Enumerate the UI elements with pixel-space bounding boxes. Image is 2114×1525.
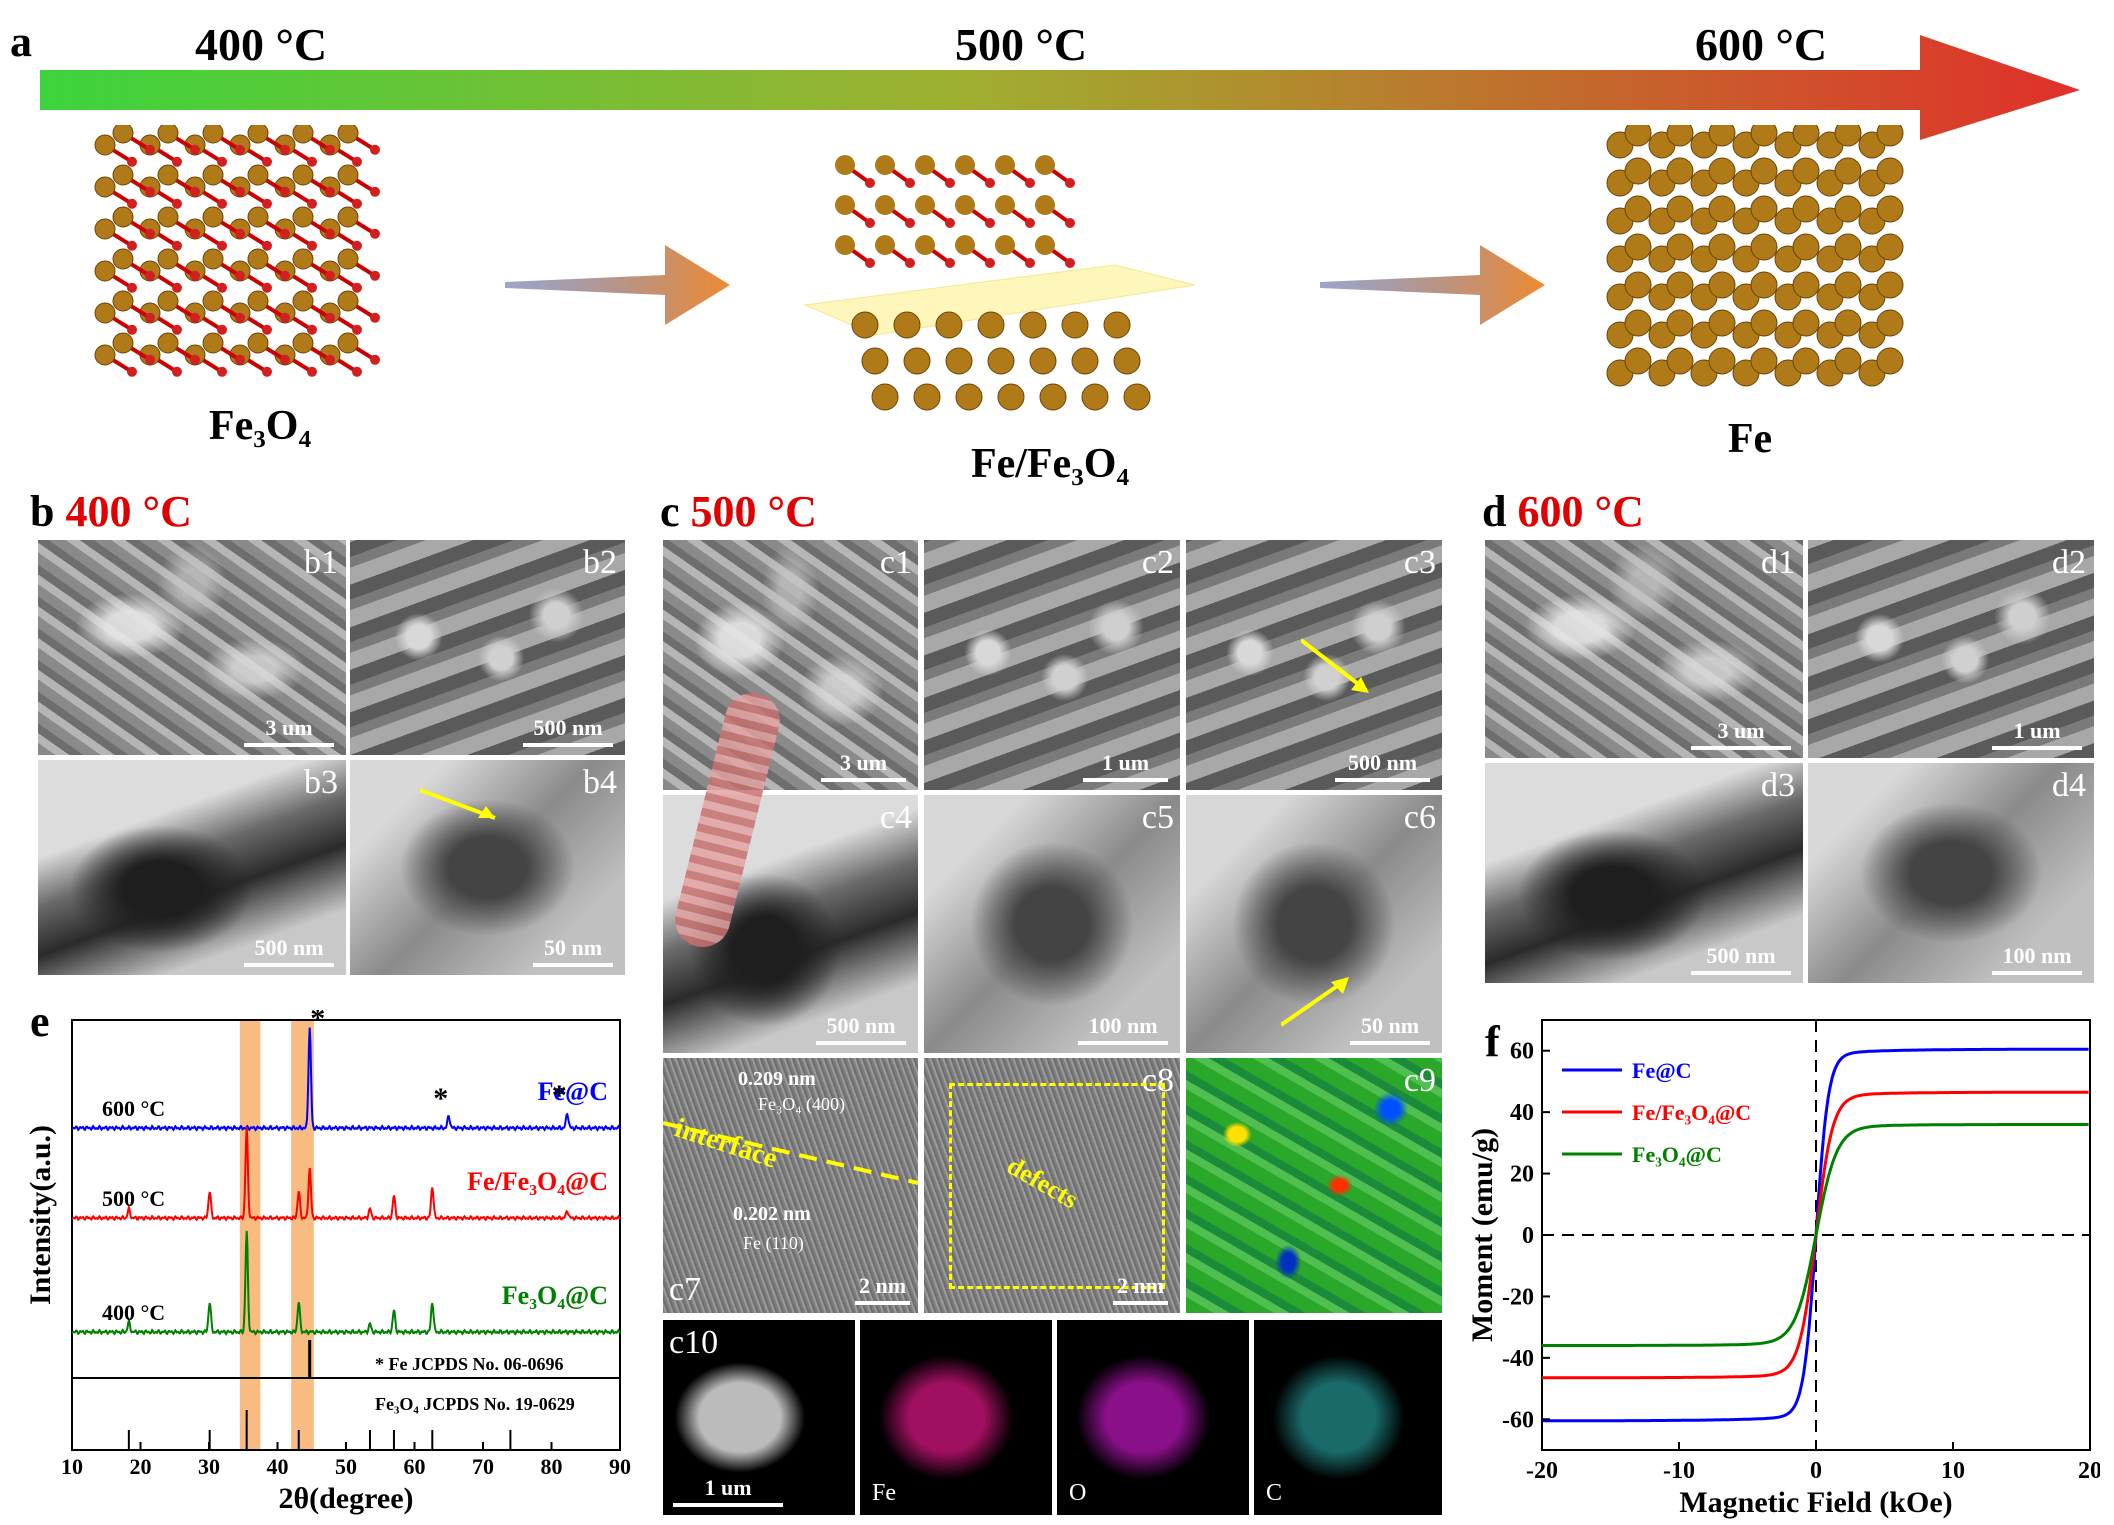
image-d2: d2 1 um xyxy=(1808,540,2094,758)
panel-d-temp: 600 °C xyxy=(1517,487,1644,536)
structure-label-fe3o4: Fe₃O₄ xyxy=(208,403,312,449)
y-axis-label: Moment (emu/g) xyxy=(1466,1128,1499,1342)
y-tick-label: 60 xyxy=(1510,1039,1534,1065)
x-tick-label: -10 xyxy=(1663,1458,1695,1484)
legend-label: Fe/Fe₃O₄@C xyxy=(1632,1100,1751,1125)
image-c7: c7 2 nm 0.209 nm Fe₃O₄ (400) interface 0… xyxy=(663,1058,918,1313)
image-d4: d4 100 nm xyxy=(1808,763,2094,983)
x-tick-label: 10 xyxy=(1941,1458,1965,1484)
map-c: C xyxy=(1254,1320,1442,1515)
y-tick-label: -40 xyxy=(1502,1346,1534,1372)
image-c9: c9 xyxy=(1186,1058,1442,1313)
panel-f-letter: f xyxy=(1485,1017,1500,1066)
image-c8: c8 defects 2 nm xyxy=(924,1058,1180,1313)
y-tick-label: 40 xyxy=(1510,1100,1534,1126)
image-b4: b4 50 nm xyxy=(350,760,625,975)
structure-label-fe: Fe xyxy=(1727,416,1773,462)
image-c3: c3 500 nm xyxy=(1186,540,1442,790)
image-b3: b3 500 nm xyxy=(38,760,346,975)
fe-peak-marker: * xyxy=(552,1079,567,1112)
x-tick-label: 60 xyxy=(404,1454,426,1479)
temp-label: 400 °C xyxy=(102,1300,165,1325)
x-tick-label: 20 xyxy=(2078,1458,2100,1484)
y-tick-label: -20 xyxy=(1502,1284,1534,1310)
panel-b-temp: 400 °C xyxy=(65,487,192,536)
fe-peak-marker: * xyxy=(310,1010,325,1035)
y-tick-label: 20 xyxy=(1510,1162,1534,1188)
map-o: O xyxy=(1057,1320,1249,1515)
temp-label: 500 °C xyxy=(102,1186,165,1211)
x-tick-label: 90 xyxy=(609,1454,631,1479)
x-tick-label: 0 xyxy=(1810,1458,1822,1484)
x-tick-label: 10 xyxy=(61,1454,83,1479)
temp-label-400: 400 °C xyxy=(195,19,328,70)
y-tick-label: -60 xyxy=(1502,1407,1534,1433)
series-label: Fe@C xyxy=(538,1077,608,1106)
image-b1: b1 3 um xyxy=(38,540,346,755)
image-b2: b2 500 nm xyxy=(350,540,625,755)
chart-f-magnetization: Fe@C Fe/Fe₃O₄@C Fe₃O₄@C -20 -10 0 10 20 -60 -40 -2… xyxy=(1466,1019,2100,1519)
transition-arrow-2 xyxy=(1320,245,1545,325)
xrd-line-2 xyxy=(71,1230,621,1336)
series-label: Fe₃O₄@C xyxy=(502,1281,608,1310)
series-label: Fe/Fe₃O₄@C xyxy=(467,1167,608,1196)
x-tick-label: 40 xyxy=(267,1454,289,1479)
x-tick-label: 50 xyxy=(335,1454,357,1479)
fe-crystal-structure xyxy=(1606,125,1904,387)
image-d3: d3 500 nm xyxy=(1485,763,1803,983)
temp-label-600: 600 °C xyxy=(1695,19,1828,70)
x-tick-label: 20 xyxy=(130,1454,152,1479)
x-axis-label: 2θ(degree) xyxy=(278,1482,413,1515)
x-tick-label: 80 xyxy=(541,1454,563,1479)
temp-label-500: 500 °C xyxy=(955,19,1088,70)
highlight-band xyxy=(239,1020,261,1450)
panel-d-letter: d 600 °C xyxy=(1482,487,1644,536)
legend-label: Fe₃O₄@C xyxy=(1632,1142,1722,1167)
map-fe: Fe xyxy=(860,1320,1052,1515)
temp-label: 600 °C xyxy=(102,1096,165,1121)
image-c1: c1 3 um xyxy=(663,540,918,790)
fe3o4-crystal-structure xyxy=(94,125,380,377)
transition-arrow-1 xyxy=(505,245,730,325)
mh-curve-2 xyxy=(1542,1123,2089,1347)
image-d1: d1 3 um xyxy=(1485,540,1803,758)
temperature-gradient-arrow xyxy=(40,35,2080,140)
legend-label: Fe@C xyxy=(1632,1058,1692,1083)
x-tick-label: -20 xyxy=(1526,1458,1558,1484)
image-c10-sem: c10 1 um xyxy=(663,1320,855,1515)
x-axis-label: Magnetic Field (kOe) xyxy=(1679,1486,1952,1519)
image-c5: c5 100 nm xyxy=(924,795,1180,1053)
y-tick-label: 0 xyxy=(1522,1223,1534,1249)
xrd-line-1 xyxy=(71,1126,621,1222)
panel-c-temp: 500 °C xyxy=(690,487,817,536)
x-tick-label: 70 xyxy=(472,1454,494,1479)
xrd-line-0 xyxy=(71,1027,621,1132)
ref-label-fe: * Fe JCPDS No. 06-0696 xyxy=(375,1354,563,1374)
fe-fe3o4-interface-structure xyxy=(803,155,1196,411)
fe-peak-marker: * xyxy=(433,1082,448,1115)
image-c6: c6 50 nm xyxy=(1186,795,1442,1053)
x-tick-label: 30 xyxy=(198,1454,220,1479)
image-c2: c2 1 um xyxy=(924,540,1180,790)
chart-e-xrd: Fe@C 600 °C Fe/Fe₃O₄@C 500 °C Fe₃O₄@C 400 °C *… xyxy=(24,1010,631,1515)
panel-b-letter: b 400 °C xyxy=(30,487,192,536)
structure-label-fe-fe3o4: Fe/Fe₃O₄ xyxy=(970,441,1130,487)
ref-label-fe3o4: Fe₃O₄ JCPDS No. 19-0629 xyxy=(375,1394,575,1414)
y-axis-label: Intensity(a.u.) xyxy=(24,1125,57,1305)
panel-e-letter: e xyxy=(30,997,50,1046)
panel-c-letter: c 500 °C xyxy=(660,487,817,536)
panel-a-letter: a xyxy=(10,17,32,66)
